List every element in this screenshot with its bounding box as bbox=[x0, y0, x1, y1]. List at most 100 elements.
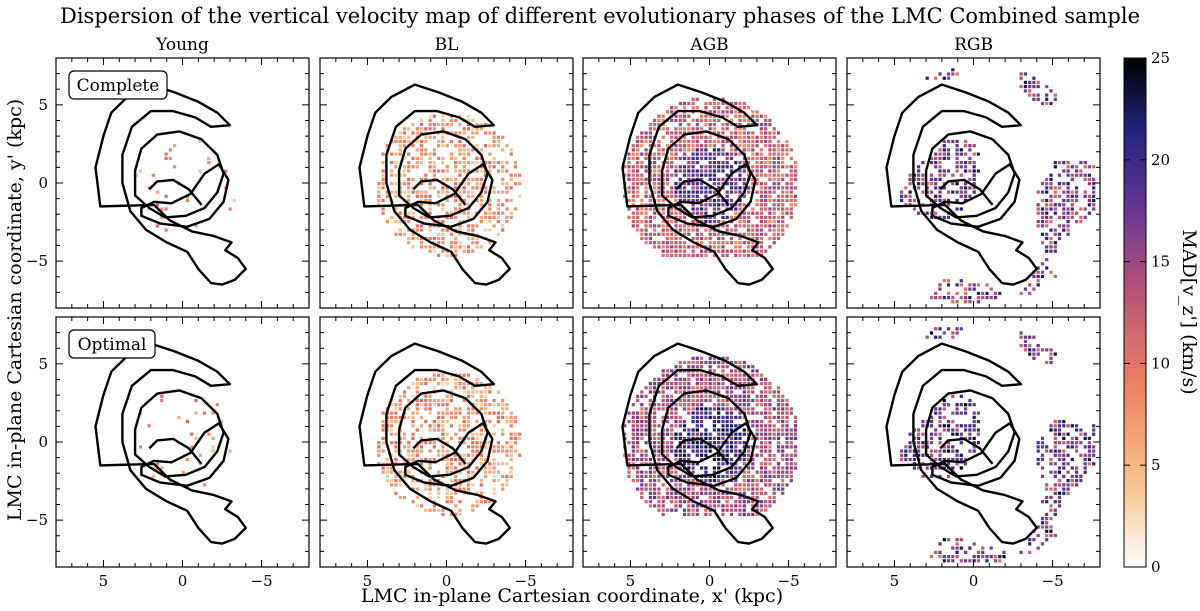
heatmap-cell bbox=[785, 152, 789, 156]
heatmap-cell bbox=[691, 245, 695, 249]
heatmap-cell bbox=[665, 495, 670, 500]
heatmap-cell bbox=[789, 479, 793, 483]
heatmap-cell bbox=[938, 190, 942, 194]
heatmap-cell bbox=[704, 432, 708, 436]
heatmap-cell bbox=[717, 135, 721, 139]
heatmap-cell bbox=[921, 432, 925, 436]
heatmap-cell bbox=[390, 415, 394, 419]
heatmap-cell bbox=[687, 148, 691, 152]
heatmap-cell bbox=[1028, 283, 1032, 287]
heatmap-cell bbox=[729, 182, 734, 186]
heatmap-cell bbox=[781, 470, 785, 474]
heatmap-cell bbox=[479, 428, 483, 432]
heatmap-cell bbox=[670, 500, 674, 504]
heatmap-cell bbox=[712, 97, 716, 101]
heatmap-cell bbox=[674, 424, 678, 428]
heatmap-cell bbox=[665, 224, 670, 228]
heatmap-cell bbox=[155, 224, 160, 228]
heatmap-cell bbox=[734, 377, 738, 381]
heatmap-cell bbox=[972, 542, 976, 546]
heatmap-cell bbox=[1040, 241, 1045, 245]
heatmap-cell bbox=[1075, 186, 1079, 190]
heatmap-cell bbox=[759, 420, 763, 424]
contour-line bbox=[148, 178, 203, 206]
heatmap-cell bbox=[682, 420, 687, 424]
heatmap-cell bbox=[789, 211, 793, 215]
heatmap-cell bbox=[657, 491, 661, 495]
heatmap-cell bbox=[708, 156, 712, 160]
x-tick-label: −5 bbox=[515, 572, 537, 590]
heatmap-cell bbox=[742, 487, 746, 491]
heatmap-cell bbox=[1079, 441, 1083, 445]
heatmap-cell bbox=[704, 207, 708, 211]
heatmap-cell bbox=[729, 369, 734, 373]
heatmap-cell bbox=[764, 441, 768, 445]
y-tick-label: 0 bbox=[38, 433, 48, 451]
heatmap-cell bbox=[627, 190, 631, 194]
heatmap-cell bbox=[917, 182, 921, 186]
heatmap-cell bbox=[1083, 457, 1087, 462]
heatmap-cell bbox=[755, 198, 759, 203]
heatmap-cell bbox=[411, 190, 415, 194]
heatmap-cell bbox=[708, 232, 712, 236]
heatmap-cell bbox=[441, 512, 445, 516]
heatmap-cell bbox=[449, 152, 453, 156]
heatmap-cell bbox=[1040, 466, 1045, 470]
heatmap-cell bbox=[390, 411, 394, 415]
heatmap-cell bbox=[454, 169, 458, 173]
heatmap-cell bbox=[462, 428, 466, 432]
heatmap-cell bbox=[785, 173, 789, 177]
heatmap-cell bbox=[394, 407, 398, 411]
heatmap-cell bbox=[1045, 85, 1049, 89]
heatmap-cell bbox=[929, 432, 934, 436]
heatmap-cell bbox=[759, 203, 763, 207]
heatmap-cell bbox=[717, 161, 721, 165]
heatmap-cell bbox=[484, 500, 488, 504]
heatmap-cell bbox=[729, 186, 734, 190]
heatmap-cell bbox=[695, 365, 699, 369]
heatmap-cell bbox=[747, 173, 751, 177]
heatmap-cell bbox=[454, 512, 458, 516]
heatmap-cell bbox=[488, 386, 492, 390]
heatmap-cell bbox=[640, 182, 644, 186]
heatmap-cell bbox=[631, 165, 635, 169]
heatmap-cell bbox=[917, 173, 921, 177]
heatmap-cell bbox=[729, 123, 734, 127]
heatmap-cell bbox=[700, 382, 704, 386]
heatmap-cell bbox=[636, 228, 640, 232]
heatmap-cell bbox=[488, 228, 492, 232]
heatmap-cell bbox=[394, 139, 398, 144]
heatmap-cell bbox=[488, 144, 492, 148]
heatmap-cell bbox=[394, 479, 398, 483]
heatmap-cell bbox=[631, 449, 635, 453]
heatmap-cell bbox=[934, 165, 938, 169]
heatmap-cell bbox=[228, 449, 232, 453]
heatmap-cell bbox=[768, 190, 772, 194]
heatmap-cell bbox=[759, 139, 763, 144]
heatmap-cell bbox=[781, 232, 785, 236]
heatmap-cell bbox=[695, 194, 699, 198]
heatmap-cell bbox=[398, 211, 402, 215]
heatmap-cell bbox=[661, 253, 665, 257]
heatmap-cell bbox=[725, 190, 729, 194]
heatmap-cell bbox=[678, 474, 682, 478]
heatmap-cell bbox=[402, 445, 407, 449]
heatmap-cell bbox=[211, 449, 215, 453]
heatmap-cell bbox=[648, 144, 652, 148]
heatmap-cell bbox=[759, 500, 763, 504]
heatmap-cell bbox=[934, 432, 938, 436]
heatmap-cell bbox=[466, 436, 471, 440]
heatmap-cell bbox=[938, 441, 942, 445]
heatmap-cell bbox=[751, 169, 755, 173]
heatmap-cell bbox=[929, 161, 934, 165]
heatmap-cell bbox=[768, 177, 772, 181]
heatmap-cell bbox=[764, 436, 768, 440]
heatmap-cell bbox=[764, 123, 768, 127]
heatmap-cell bbox=[738, 504, 742, 508]
heatmap-cell bbox=[674, 373, 678, 377]
heatmap-cell bbox=[670, 148, 674, 152]
heatmap-cell bbox=[776, 177, 781, 181]
heatmap-cell bbox=[738, 207, 742, 211]
heatmap-cell bbox=[712, 403, 716, 407]
heatmap-cell bbox=[653, 428, 657, 432]
